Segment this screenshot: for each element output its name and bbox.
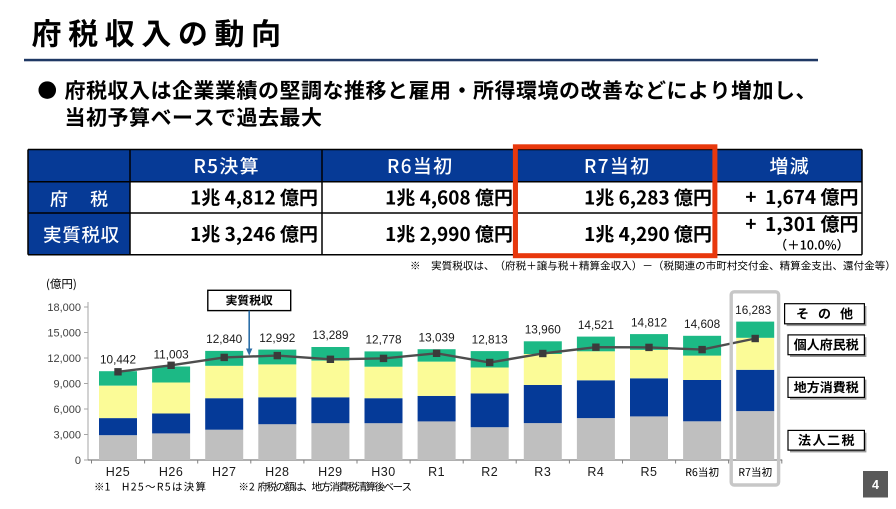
svg-text:H25: H25 <box>106 465 130 479</box>
svg-text:R3: R3 <box>534 465 551 479</box>
svg-text:15,000: 15,000 <box>47 327 81 339</box>
svg-text:6,000: 6,000 <box>53 404 81 416</box>
svg-text:3,000: 3,000 <box>53 429 81 441</box>
svg-text:14,521: 14,521 <box>578 318 614 332</box>
svg-text:9,000: 9,000 <box>53 378 81 390</box>
svg-text:12,778: 12,778 <box>365 333 402 347</box>
svg-text:13,960: 13,960 <box>525 323 562 337</box>
svg-text:12,840: 12,840 <box>206 332 243 346</box>
svg-text:11,003: 11,003 <box>153 348 189 362</box>
svg-text:10,442: 10,442 <box>100 352 136 366</box>
svg-text:H27: H27 <box>212 465 236 479</box>
svg-text:18,000: 18,000 <box>47 302 81 314</box>
svg-text:12,813: 12,813 <box>472 332 509 346</box>
svg-text:14,812: 14,812 <box>631 315 667 329</box>
svg-text:R1: R1 <box>428 465 445 479</box>
svg-text:H30: H30 <box>371 465 395 479</box>
svg-text:16,283: 16,283 <box>735 303 772 317</box>
svg-text:0: 0 <box>75 455 81 467</box>
svg-text:H26: H26 <box>159 465 183 479</box>
svg-text:14,608: 14,608 <box>684 317 721 331</box>
svg-text:4: 4 <box>872 478 879 492</box>
svg-text:13,039: 13,039 <box>419 330 455 344</box>
svg-text:R5: R5 <box>641 465 658 479</box>
svg-text:H29: H29 <box>318 465 342 479</box>
svg-text:R4: R4 <box>587 465 604 479</box>
svg-text:12,000: 12,000 <box>47 353 81 365</box>
svg-text:H28: H28 <box>265 465 289 479</box>
svg-text:12,992: 12,992 <box>259 331 295 345</box>
svg-text:R2: R2 <box>481 465 498 479</box>
svg-text:13,289: 13,289 <box>312 328 348 342</box>
